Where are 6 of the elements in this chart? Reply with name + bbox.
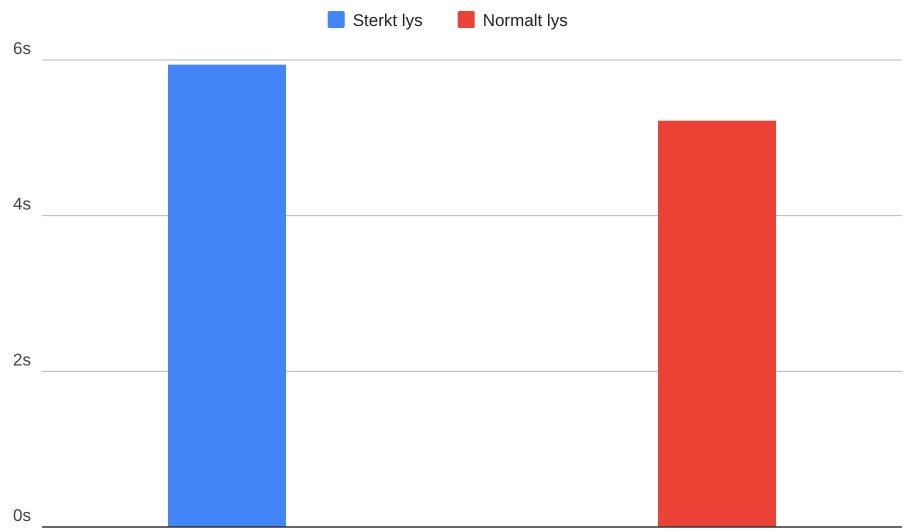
y-tick-label: 4s — [13, 194, 31, 214]
y-tick-label: 2s — [13, 350, 31, 370]
legend-label: Sterkt lys — [352, 11, 423, 30]
legend-label: Normalt lys — [482, 11, 568, 30]
y-tick-label: 0s — [13, 506, 31, 526]
y-tick-label: 6s — [13, 39, 31, 58]
